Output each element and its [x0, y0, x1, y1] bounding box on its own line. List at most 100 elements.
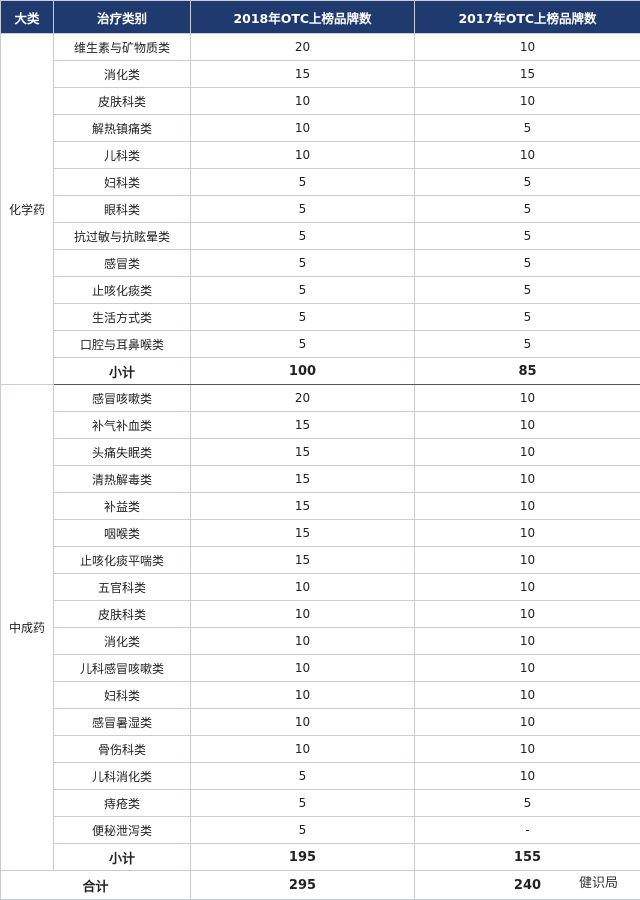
category-cell: 眼科类 — [54, 196, 191, 223]
count-cell: 15 — [191, 439, 415, 466]
category-cell: 消化类 — [54, 628, 191, 655]
category-cell: 感冒暑湿类 — [54, 709, 191, 736]
category-cell: 皮肤科类 — [54, 88, 191, 115]
count-cell: 5 — [191, 817, 415, 844]
category-cell: 补益类 — [54, 493, 191, 520]
count-cell: 10 — [191, 142, 415, 169]
category-cell: 皮肤科类 — [54, 601, 191, 628]
total-cell: 295 — [191, 871, 415, 900]
subtotal-label: 小计 — [54, 844, 191, 871]
category-cell: 抗过敏与抗眩晕类 — [54, 223, 191, 250]
count-cell: 5 — [191, 223, 415, 250]
subtotal-cell: 85 — [415, 358, 640, 385]
header-cell: 治疗类别 — [54, 1, 191, 34]
count-cell: 5 — [415, 115, 640, 142]
header-cell: 2018年OTC上榜品牌数 — [191, 1, 415, 34]
count-cell: 15 — [191, 61, 415, 88]
watermark: 健识局 — [579, 872, 618, 891]
count-cell: 10 — [415, 439, 640, 466]
count-cell: 10 — [415, 628, 640, 655]
count-cell: 5 — [191, 304, 415, 331]
count-cell: 10 — [415, 709, 640, 736]
count-cell: 10 — [191, 709, 415, 736]
category-cell: 痔疮类 — [54, 790, 191, 817]
count-cell: 15 — [191, 493, 415, 520]
count-cell: 10 — [415, 466, 640, 493]
count-cell: 10 — [191, 655, 415, 682]
category-cell: 妇科类 — [54, 682, 191, 709]
category-cell: 妇科类 — [54, 169, 191, 196]
count-cell: 10 — [191, 115, 415, 142]
count-cell: 5 — [191, 250, 415, 277]
count-cell: 5 — [191, 763, 415, 790]
count-cell: 15 — [415, 61, 640, 88]
header-cell: 大类 — [1, 1, 54, 34]
count-cell: 5 — [415, 790, 640, 817]
count-cell: 10 — [415, 520, 640, 547]
count-cell: 10 — [415, 142, 640, 169]
count-cell: 5 — [415, 169, 640, 196]
category-cell: 补气补血类 — [54, 412, 191, 439]
count-cell: 15 — [191, 520, 415, 547]
count-cell: 5 — [415, 223, 640, 250]
count-cell: 10 — [191, 682, 415, 709]
count-cell: 20 — [191, 385, 415, 412]
category-cell: 止咳化痰类 — [54, 277, 191, 304]
count-cell: 5 — [415, 277, 640, 304]
category-cell: 儿科消化类 — [54, 763, 191, 790]
category-cell: 解热镇痛类 — [54, 115, 191, 142]
category-cell: 消化类 — [54, 61, 191, 88]
group-name: 中成药 — [1, 385, 54, 871]
count-cell: 5 — [191, 196, 415, 223]
count-cell: 10 — [415, 574, 640, 601]
subtotal-cell: 195 — [191, 844, 415, 871]
count-cell: 10 — [191, 88, 415, 115]
count-cell: 10 — [415, 412, 640, 439]
count-cell: 5 — [191, 790, 415, 817]
count-cell: 10 — [415, 385, 640, 412]
category-cell: 维生素与矿物质类 — [54, 34, 191, 61]
subtotal-cell: 155 — [415, 844, 640, 871]
count-cell: 15 — [191, 547, 415, 574]
count-cell: 10 — [415, 682, 640, 709]
count-cell: 10 — [191, 628, 415, 655]
subtotal-cell: 100 — [191, 358, 415, 385]
category-cell: 生活方式类 — [54, 304, 191, 331]
count-cell: 10 — [415, 88, 640, 115]
category-cell: 清热解毒类 — [54, 466, 191, 493]
count-cell: 10 — [415, 601, 640, 628]
count-cell: 10 — [191, 574, 415, 601]
category-cell: 儿科感冒咳嗽类 — [54, 655, 191, 682]
category-cell: 五官科类 — [54, 574, 191, 601]
count-cell: 5 — [415, 304, 640, 331]
category-cell: 咽喉类 — [54, 520, 191, 547]
total-label: 合计 — [1, 871, 191, 900]
count-cell: 5 — [415, 250, 640, 277]
count-cell: 10 — [191, 601, 415, 628]
